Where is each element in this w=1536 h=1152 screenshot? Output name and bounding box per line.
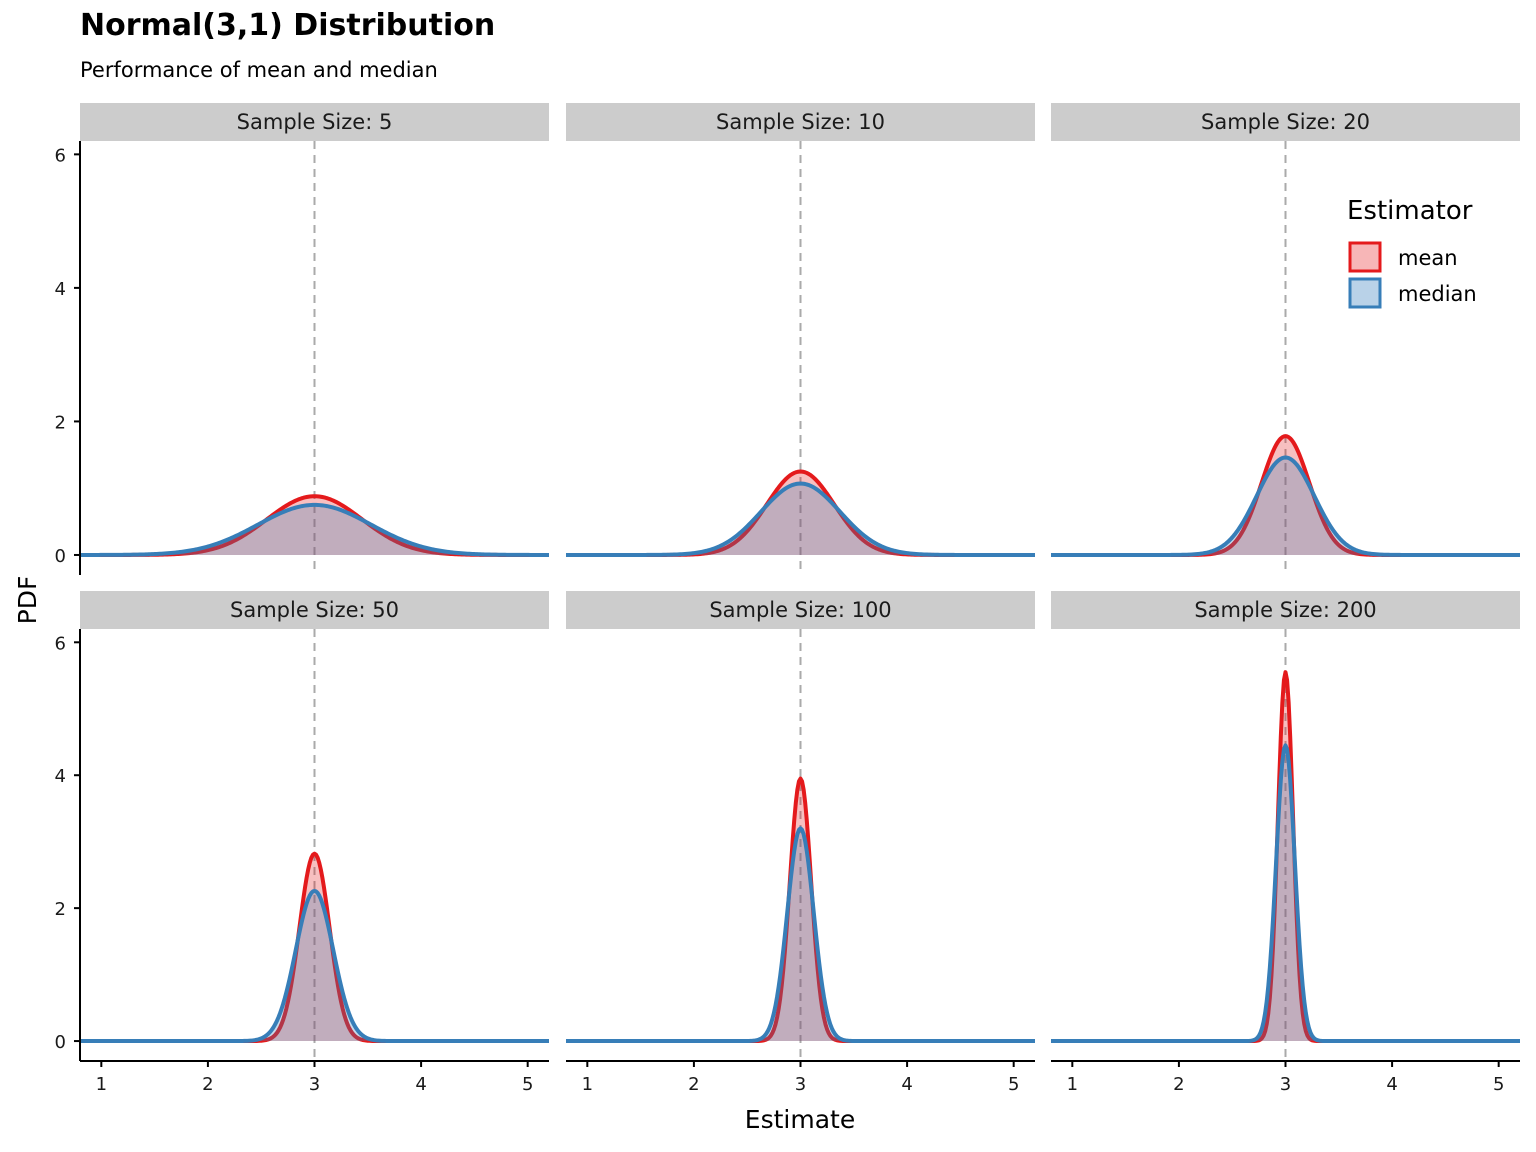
- facet-strip: [1051, 591, 1520, 629]
- facet-strip: [566, 103, 1035, 141]
- x-tick-label: 3: [1280, 1074, 1291, 1095]
- facet-strip: [1051, 103, 1520, 141]
- density-area-mean: [566, 471, 1035, 555]
- x-tick-label: 1: [96, 1074, 107, 1095]
- chart-subtitle: Performance of mean and median: [80, 58, 438, 82]
- density-area-mean: [1051, 672, 1520, 1042]
- y-tick-label: 0: [55, 1032, 66, 1053]
- x-tick-label: 2: [202, 1074, 213, 1095]
- density-line-median: [79, 888, 550, 1044]
- x-tick-label: 2: [1173, 1074, 1184, 1095]
- legend-key-mean: [1348, 241, 1382, 273]
- x-tick-label: 3: [309, 1074, 320, 1095]
- facet-strip-label: Sample Size: 100: [709, 598, 891, 622]
- density-line-median: [1050, 743, 1521, 1044]
- facet-panel-10: Sample Size: 10: [565, 103, 1036, 575]
- density-area-mean: [566, 778, 1035, 1042]
- facet-strip: [80, 103, 549, 141]
- legend-label-median: median: [1398, 282, 1477, 306]
- facet-panel-200: Sample Size: 200 1 2 3 4 5: [1050, 591, 1521, 1095]
- facet-strip: [566, 591, 1035, 629]
- y-tick-label: 2: [55, 899, 66, 920]
- x-tick-label: 5: [522, 1074, 533, 1095]
- facet-strip: [80, 591, 549, 629]
- legend-label-mean: mean: [1398, 246, 1458, 270]
- facet-panel-5: Sample Size: 5 0 2 4 6: [55, 103, 550, 575]
- x-tick-label: 3: [795, 1074, 806, 1095]
- y-tick-label: 4: [55, 279, 66, 300]
- facet-panel-100: Sample Size: 100 1 2 3 4 5: [565, 591, 1036, 1095]
- x-tick-label: 2: [688, 1074, 699, 1095]
- facet-panel-20: Sample Size: 20: [1050, 103, 1521, 575]
- x-tick-label: 1: [1067, 1074, 1078, 1095]
- x-tick-label: 1: [582, 1074, 593, 1095]
- facet-panel-50: Sample Size: 50 0 2 4 6 1 2 3 4 5: [55, 591, 550, 1095]
- density-area-median: [80, 890, 549, 1042]
- facet-strip-label: Sample Size: 10: [716, 110, 885, 134]
- density-area-median: [566, 483, 1035, 555]
- y-tick-label: 4: [55, 766, 66, 787]
- y-axis-title: PDF: [13, 576, 42, 625]
- density-area-median: [80, 504, 549, 555]
- density-line-median: [565, 826, 1036, 1044]
- density-area-mean: [80, 853, 549, 1042]
- density-area-median: [1051, 745, 1520, 1042]
- y-tick-label: 6: [55, 145, 66, 166]
- x-tick-label: 4: [901, 1074, 912, 1095]
- y-tick-label: 2: [55, 412, 66, 433]
- y-tick-label: 0: [55, 546, 66, 567]
- density-line-median: [1050, 455, 1521, 557]
- legend-title: Estimator: [1347, 196, 1473, 226]
- density-line-median: [79, 502, 550, 557]
- density-area-mean: [80, 496, 549, 555]
- density-line-median: [565, 481, 1036, 557]
- y-tick-label: 6: [55, 633, 66, 654]
- x-tick-label: 4: [1386, 1074, 1397, 1095]
- x-axis-title: Estimate: [745, 1105, 855, 1134]
- density-area-median: [1051, 457, 1520, 555]
- legend-key-median: [1348, 277, 1382, 309]
- density-area-median: [566, 828, 1035, 1042]
- x-tick-label: 4: [415, 1074, 426, 1095]
- chart-title: Normal(3,1) Distribution: [80, 8, 496, 43]
- facet-strip-label: Sample Size: 50: [230, 598, 399, 622]
- facet-strip-label: Sample Size: 20: [1201, 110, 1370, 134]
- x-tick-label: 5: [1008, 1074, 1019, 1095]
- x-tick-label: 5: [1493, 1074, 1504, 1095]
- density-area-mean: [1051, 436, 1520, 555]
- facet-strip-label: Sample Size: 200: [1194, 598, 1376, 622]
- facet-strip-label: Sample Size: 5: [237, 110, 393, 134]
- legend: Estimator mean median: [1347, 196, 1477, 309]
